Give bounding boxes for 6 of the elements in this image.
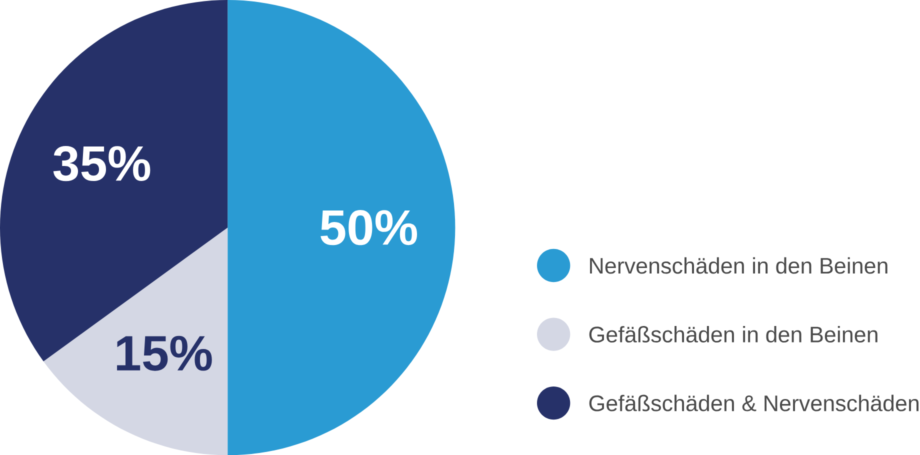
data-label: 50% xyxy=(320,210,418,246)
legend-label: Gefäßschäden & Nervenschäden xyxy=(589,394,918,412)
data-label: 15% xyxy=(117,336,212,371)
data-label: 35% xyxy=(53,146,150,182)
legend-label: Nervenschäden in den Beinen xyxy=(590,257,888,274)
legend-label: Gefäßschäden in den Beinen xyxy=(589,326,878,342)
